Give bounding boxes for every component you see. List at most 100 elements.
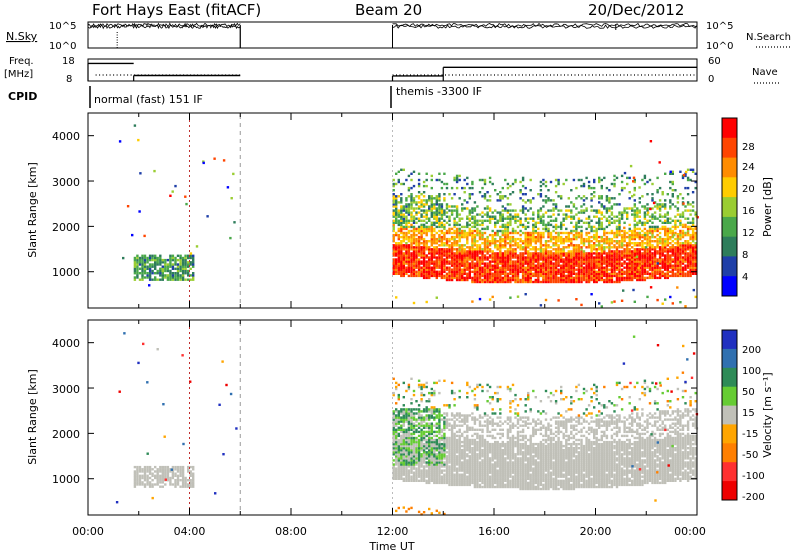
velocity-cell: [433, 392, 435, 394]
velocity-cell: [433, 482, 435, 484]
power-cell: [497, 220, 499, 222]
power-cell: [469, 275, 471, 277]
velocity-cell: [438, 441, 440, 443]
velocity-cell: [431, 478, 433, 480]
power-cell: [570, 240, 572, 242]
power-cell: [504, 207, 506, 209]
power-cell: [677, 220, 679, 222]
power-cell: [474, 254, 476, 256]
power-cell: [692, 234, 694, 236]
velocity-cell: [139, 479, 141, 481]
velocity-cell: [418, 423, 420, 425]
power-cell: [669, 228, 671, 230]
power-cell: [590, 209, 592, 211]
power-cell: [469, 234, 471, 236]
power-cell: [479, 224, 481, 226]
power-cell: [441, 240, 443, 242]
power-cell: [413, 185, 415, 187]
power-cell: [547, 228, 549, 230]
power-cell: [167, 274, 169, 276]
power-cell: [618, 218, 620, 220]
velocity-cell: [403, 412, 405, 414]
power-cell: [545, 240, 547, 242]
power-cell: [438, 220, 440, 222]
velocity-cell: [410, 472, 412, 474]
velocity-cell: [433, 457, 435, 459]
power-cell: [629, 260, 631, 262]
power-cell: [507, 248, 509, 250]
power-cell: [144, 266, 146, 268]
power-cell: [403, 209, 405, 211]
power-cell: [547, 234, 549, 236]
power-cell: [167, 266, 169, 268]
power-cell: [179, 270, 181, 272]
velocity-cell: [395, 472, 397, 474]
velocity-cell: [182, 475, 184, 477]
power-cell: [459, 279, 461, 281]
power-cell: [466, 232, 468, 234]
power-cell: [639, 265, 641, 267]
velocity-cell: [415, 461, 417, 463]
power-cell: [583, 183, 585, 185]
power-cell: [593, 234, 595, 236]
power-cell: [527, 226, 529, 228]
power-cell: [486, 205, 488, 207]
power-cell: [530, 234, 532, 236]
velocity-cell: [413, 467, 415, 469]
power-cell: [618, 193, 620, 195]
power-cell: [530, 265, 532, 267]
power-cell: [672, 265, 674, 267]
power-cell: [415, 230, 417, 232]
power-cell: [489, 265, 491, 267]
velocity-cell: [446, 461, 448, 463]
power-cell: [598, 236, 600, 238]
power-cell: [611, 230, 613, 232]
power-cell: [489, 279, 491, 281]
velocity-cell: [415, 472, 417, 474]
power-cell: [415, 211, 417, 213]
power-cell: [507, 234, 509, 236]
power-cell: [471, 234, 473, 236]
velocity-cell: [426, 451, 428, 453]
power-cell: [443, 193, 445, 195]
power-cell: [636, 224, 638, 226]
velocity-cell: [187, 479, 189, 481]
velocity-cell: [398, 412, 400, 414]
velocity-cell: [431, 457, 433, 459]
power-cell: [451, 242, 453, 244]
power-cell: [601, 205, 603, 207]
velocity-cell: [172, 475, 174, 477]
power-cell: [616, 177, 618, 179]
velocity-cell: [403, 404, 405, 406]
power-cell: [484, 238, 486, 240]
power-cell: [644, 265, 646, 267]
power-cell: [486, 240, 488, 242]
power-cell: [641, 230, 643, 232]
power-cell: [431, 187, 433, 189]
power-cell: [679, 230, 681, 232]
velocity-cell: [182, 466, 184, 468]
velocity-cell: [426, 435, 428, 437]
power-cell: [606, 209, 608, 211]
power-cell: [656, 265, 658, 267]
power-colorbar-swatch: [722, 197, 737, 217]
power-cell: [636, 271, 638, 273]
power-cell: [408, 189, 410, 191]
velocity-panel: Slant Range [km] 4000 3000 2000 1000: [26, 320, 698, 516]
power-cell: [446, 203, 448, 205]
power-cell: [466, 222, 468, 224]
power-cell: [659, 228, 661, 230]
power-colorbar-swatch: [722, 158, 737, 178]
power-cell: [441, 275, 443, 277]
power-cell: [410, 195, 412, 197]
power-cell: [555, 220, 557, 222]
velocity-cell: [433, 406, 435, 408]
power-cell: [636, 250, 638, 252]
power-cell: [578, 275, 580, 277]
velocity-cell: [408, 416, 410, 418]
power-cell: [408, 226, 410, 228]
power-cell: [662, 191, 664, 193]
power-cell: [596, 250, 598, 252]
power-cell: [423, 216, 425, 218]
power-cell: [489, 250, 491, 252]
